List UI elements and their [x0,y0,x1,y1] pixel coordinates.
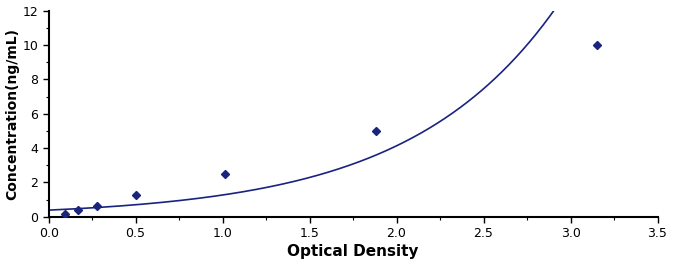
X-axis label: Optical Density: Optical Density [287,244,419,259]
Y-axis label: Concentration(ng/mL): Concentration(ng/mL) [5,28,20,200]
